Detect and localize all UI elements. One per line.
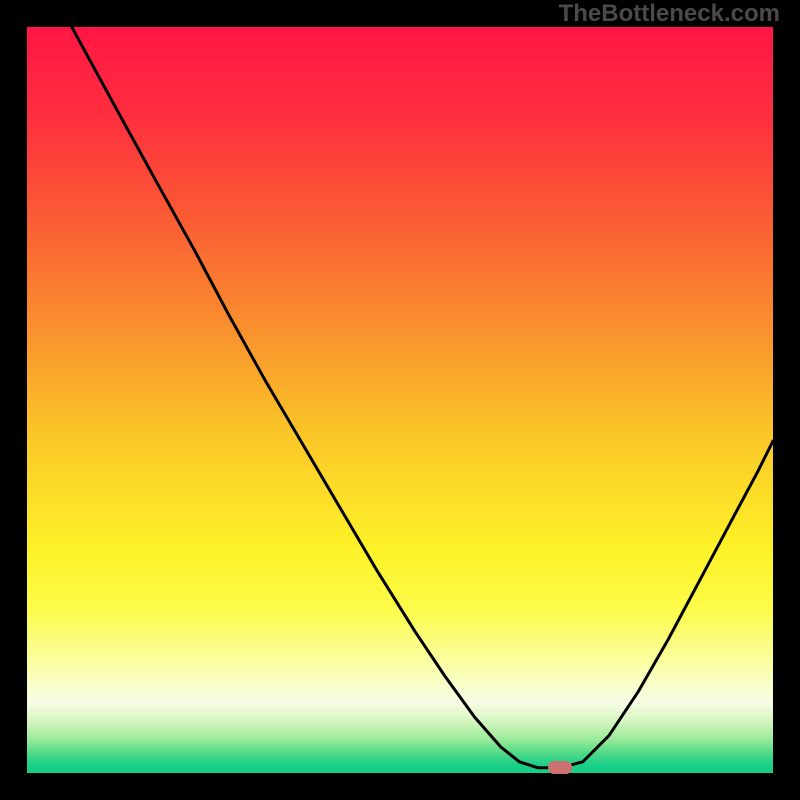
plot-area xyxy=(27,27,773,773)
chart-root: TheBottleneck.com xyxy=(0,0,800,800)
bottleneck-curve xyxy=(27,27,773,773)
watermark-text: TheBottleneck.com xyxy=(559,0,780,28)
minimum-marker xyxy=(548,761,572,774)
